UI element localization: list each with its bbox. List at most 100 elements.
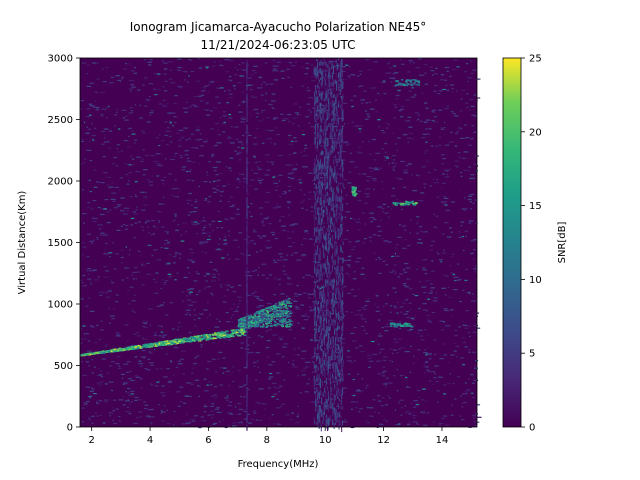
heatmap-cell <box>144 173 146 175</box>
heatmap-cell <box>252 270 255 272</box>
heatmap-cell <box>149 59 153 61</box>
heatmap-cell <box>258 319 262 322</box>
heatmap-cell <box>438 89 442 91</box>
heatmap-cell <box>286 310 290 313</box>
heatmap-cell <box>161 140 165 142</box>
heatmap-cell <box>187 203 189 205</box>
heatmap-cell <box>450 272 455 274</box>
heatmap-cell <box>100 91 106 94</box>
heatmap-cell <box>319 358 321 362</box>
heatmap-cell <box>337 356 342 358</box>
heatmap-cell <box>338 86 339 90</box>
heatmap-cell <box>314 291 316 296</box>
heatmap-cell <box>467 198 472 201</box>
heatmap-cell <box>225 321 231 323</box>
heatmap-cell <box>278 301 280 304</box>
heatmap-cell <box>158 404 160 406</box>
heatmap-cell <box>393 104 397 106</box>
heatmap-cell <box>243 186 245 188</box>
heatmap-cell <box>352 340 357 342</box>
heatmap-cell <box>177 69 180 71</box>
heatmap-cell <box>169 302 174 304</box>
heatmap-cell <box>235 258 240 260</box>
heatmap-cell <box>134 222 137 224</box>
heatmap-cell <box>261 316 265 318</box>
heatmap-cell <box>266 318 269 320</box>
heatmap-cell <box>341 346 343 353</box>
heatmap-cell <box>103 292 108 294</box>
heatmap-cell <box>128 164 131 166</box>
heatmap-cell <box>240 319 243 321</box>
heatmap-cell <box>331 217 334 219</box>
heatmap-cell <box>247 422 252 424</box>
heatmap-cell <box>246 344 250 346</box>
heatmap-cell <box>117 204 122 206</box>
heatmap-cell <box>292 312 294 314</box>
heatmap-cell <box>257 168 263 170</box>
heatmap-cell <box>105 291 108 293</box>
heatmap-cell <box>325 262 327 270</box>
heatmap-cell <box>314 257 316 264</box>
heatmap-cell <box>239 173 241 175</box>
heatmap-cell <box>248 324 251 326</box>
heatmap-cell <box>266 321 268 323</box>
heatmap-cell <box>110 279 113 281</box>
heatmap-cell <box>246 162 250 164</box>
heatmap-cell <box>279 306 281 308</box>
heatmap-cell <box>152 233 155 235</box>
heatmap-cell <box>115 334 121 336</box>
heatmap-cell <box>389 77 395 79</box>
heatmap-cell <box>193 335 197 338</box>
heatmap-cell <box>88 141 91 143</box>
heatmap-cell <box>367 366 371 368</box>
heatmap-cell <box>213 269 217 271</box>
heatmap-cell <box>174 95 178 97</box>
heatmap-cell <box>81 361 84 363</box>
heatmap-cell <box>254 315 256 317</box>
heatmap-cell <box>135 209 138 211</box>
heatmap-cell <box>273 323 275 326</box>
heatmap-cell <box>328 343 330 348</box>
heatmap-cell <box>455 345 460 348</box>
heatmap-cell <box>405 376 408 379</box>
heatmap-cell <box>424 273 428 275</box>
heatmap-cell <box>464 279 468 281</box>
heatmap-cell <box>341 66 347 68</box>
heatmap-cell <box>420 339 425 341</box>
heatmap-cell <box>442 88 446 91</box>
heatmap-cell <box>405 299 408 301</box>
heatmap-cell <box>169 130 171 133</box>
heatmap-cell <box>257 180 262 182</box>
heatmap-cell <box>260 315 264 317</box>
heatmap-cell <box>303 292 307 294</box>
heatmap-cell <box>169 122 172 124</box>
heatmap-cell <box>317 193 323 195</box>
heatmap-cell <box>217 210 220 212</box>
heatmap-cell <box>435 227 437 229</box>
heatmap-cell <box>214 397 218 399</box>
heatmap-cell <box>302 155 308 157</box>
heatmap-cell <box>214 144 218 147</box>
heatmap-cell <box>365 300 370 302</box>
heatmap-cell <box>462 393 467 395</box>
heatmap-cell <box>127 387 131 390</box>
heatmap-cell <box>199 241 204 243</box>
heatmap-cell <box>340 337 342 346</box>
heatmap-cell <box>324 381 326 383</box>
heatmap-cell <box>95 352 99 354</box>
heatmap-cell <box>206 171 208 173</box>
heatmap-cell <box>124 267 129 269</box>
heatmap-cell <box>204 390 209 392</box>
heatmap-cell <box>326 112 328 118</box>
heatmap-cell <box>345 311 349 313</box>
heatmap-cell <box>247 134 252 136</box>
heatmap-cell <box>419 280 421 283</box>
heatmap-cell <box>258 322 260 325</box>
heatmap-cell <box>320 110 322 113</box>
heatmap-cell <box>129 403 131 405</box>
heatmap-cell <box>318 163 320 166</box>
heatmap-cell <box>210 405 214 407</box>
heatmap-cell <box>261 221 265 224</box>
heatmap-cell <box>182 373 185 375</box>
heatmap-cell <box>266 310 269 313</box>
